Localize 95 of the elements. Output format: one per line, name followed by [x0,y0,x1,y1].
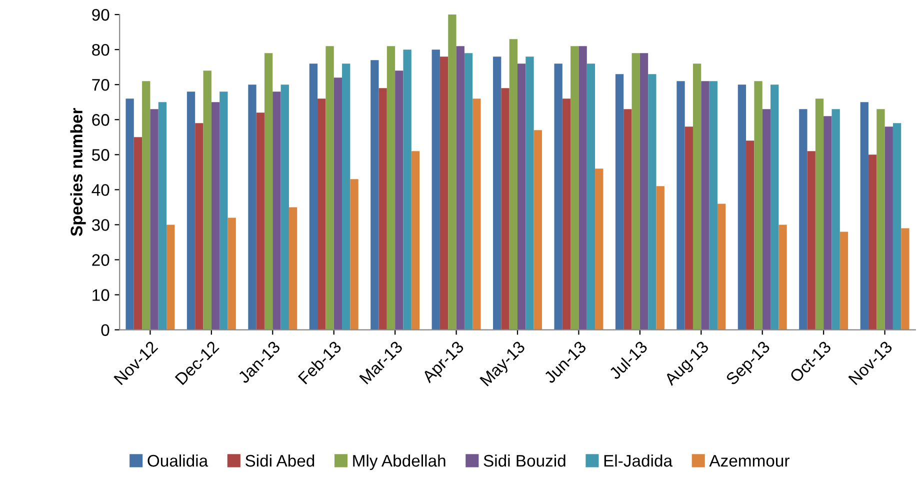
y-tick-label: 20 [92,254,110,266]
bar [526,56,534,330]
bar [342,64,350,330]
bar [624,109,632,330]
bar [134,137,142,330]
bar [350,179,358,330]
bar [656,186,664,330]
bar [248,84,256,330]
bar [778,224,787,330]
bar [472,98,481,330]
legend-label: Oualidia [148,454,208,467]
bar [378,88,387,330]
bar [709,81,718,330]
bar [318,98,326,330]
bar [411,151,420,330]
y-tick-label: 50 [92,149,110,161]
bar [220,92,228,330]
bar [501,88,510,330]
bar [386,46,396,330]
bar [326,46,334,330]
bar [901,228,910,330]
bar [370,60,379,330]
bar [432,50,440,330]
bar [799,109,808,330]
bar [211,102,220,330]
bar [578,46,587,330]
y-tick-label: 40 [92,184,110,196]
y-axis-title: Species number [70,108,86,236]
bar [456,46,464,330]
bar [692,64,702,330]
bar [395,70,404,330]
bar [860,102,868,330]
legend-label: Mly Abdellah [353,454,446,470]
bar [840,232,848,330]
bar [562,98,571,330]
legend-label: El-Jadida [604,454,673,467]
bar [770,84,779,330]
bar [640,53,648,330]
y-tick-label: 0 [101,324,110,336]
bar [684,126,693,330]
y-tick-label: 10 [92,289,110,301]
y-tick-label: 30 [92,219,110,231]
bar [403,50,412,330]
bar [264,53,273,330]
bar [701,81,710,330]
bar [762,109,771,330]
bar [586,64,596,330]
y-tick-label: 70 [92,79,110,91]
bar [615,74,624,330]
bar [676,81,685,330]
bar [892,123,902,330]
bar [309,64,318,330]
bar [228,218,236,330]
bar [203,70,212,330]
y-tick-label: 60 [92,114,110,126]
bar [288,207,298,330]
y-tick-label: 80 [92,44,110,56]
legend-label: Sidi Abed [245,454,314,467]
bar [832,109,840,330]
bar [648,74,656,330]
bar [186,92,196,330]
bar [493,56,502,330]
bar [150,109,158,330]
bar [824,116,832,330]
bar [195,123,204,330]
bar [256,112,264,330]
bar [158,102,167,330]
bar [595,168,604,330]
bar [280,84,289,330]
bar [126,98,134,330]
bar [464,53,473,330]
bar [632,53,640,330]
bar [509,39,518,330]
bar [166,224,175,330]
bar [534,130,542,330]
legend-label: Azemmour [709,455,790,467]
legend-label: Sidi Bouzid [484,454,566,467]
bar [554,64,562,330]
bar [868,154,877,330]
bar [746,140,754,330]
bar [142,81,150,330]
bar [754,81,762,330]
bar [334,78,342,330]
bar [717,204,726,330]
bar [876,109,885,330]
bar [518,64,526,330]
bar [570,46,579,330]
bar [807,151,816,330]
bar [272,92,281,330]
bar [884,126,893,330]
bar [815,98,824,330]
bar [440,56,448,330]
bar [738,84,746,330]
y-tick-label: 90 [92,8,110,21]
bar [448,14,456,330]
